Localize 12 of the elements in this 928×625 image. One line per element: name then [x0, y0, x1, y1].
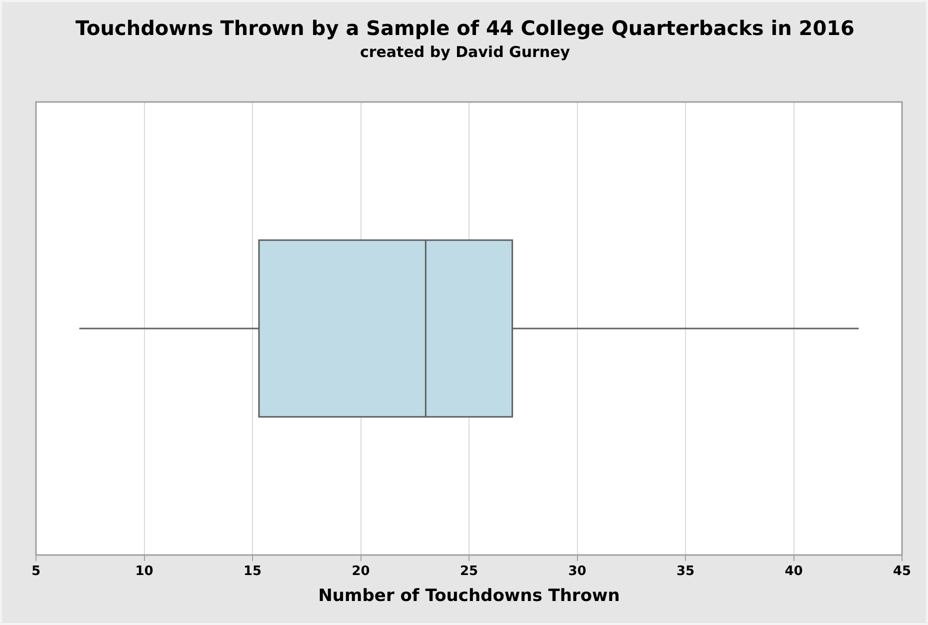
x-tick-label: 30: [568, 564, 586, 580]
x-tick-label: 20: [352, 564, 370, 580]
x-tick-label: 45: [892, 564, 912, 580]
x-tick-label: 35: [676, 564, 695, 580]
x-tick-label: 10: [135, 564, 154, 580]
chart-title: Touchdowns Thrown by a Sample of 44 College Quarterbacks in 2016: [76, 16, 854, 40]
x-tick-label: 15: [243, 564, 262, 580]
chart-subtitle: created by David Gurney: [360, 42, 570, 61]
x-tick-label: 25: [460, 564, 478, 580]
x-tick-label: 40: [784, 564, 803, 580]
x-tick-label: 5: [31, 564, 41, 580]
x-axis-title: Number of Touchdowns Thrown: [318, 586, 620, 606]
